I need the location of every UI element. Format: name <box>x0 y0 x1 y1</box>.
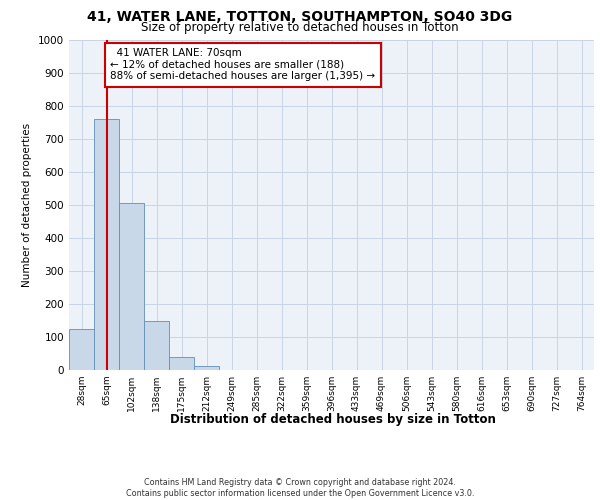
Y-axis label: Number of detached properties: Number of detached properties <box>22 123 32 287</box>
Text: 41 WATER LANE: 70sqm
← 12% of detached houses are smaller (188)
88% of semi-deta: 41 WATER LANE: 70sqm ← 12% of detached h… <box>110 48 376 82</box>
Text: 41, WATER LANE, TOTTON, SOUTHAMPTON, SO40 3DG: 41, WATER LANE, TOTTON, SOUTHAMPTON, SO4… <box>88 10 512 24</box>
Bar <box>169 358 194 370</box>
Bar <box>119 204 144 370</box>
Text: Distribution of detached houses by size in Totton: Distribution of detached houses by size … <box>170 412 496 426</box>
Text: Contains HM Land Registry data © Crown copyright and database right 2024.
Contai: Contains HM Land Registry data © Crown c… <box>126 478 474 498</box>
Bar <box>94 119 119 370</box>
Bar <box>69 329 94 370</box>
Bar <box>194 366 219 370</box>
Bar <box>144 320 169 370</box>
Text: Size of property relative to detached houses in Totton: Size of property relative to detached ho… <box>141 22 459 35</box>
